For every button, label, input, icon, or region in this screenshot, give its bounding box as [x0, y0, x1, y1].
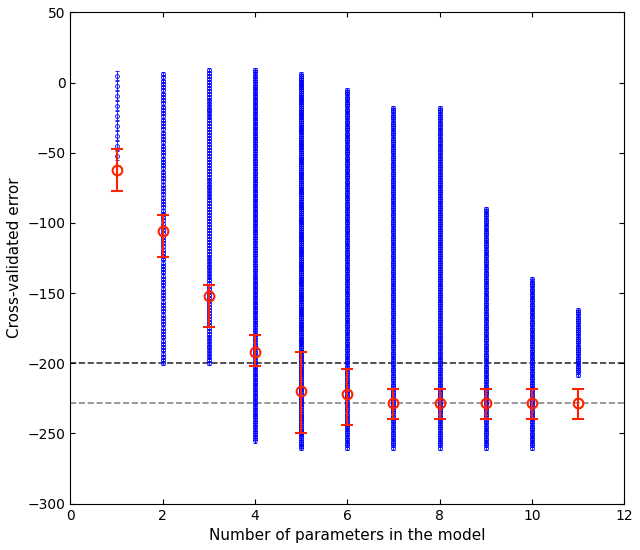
Y-axis label: Cross-validated error: Cross-validated error	[7, 178, 22, 338]
X-axis label: Number of parameters in the model: Number of parameters in the model	[209, 528, 486, 543]
